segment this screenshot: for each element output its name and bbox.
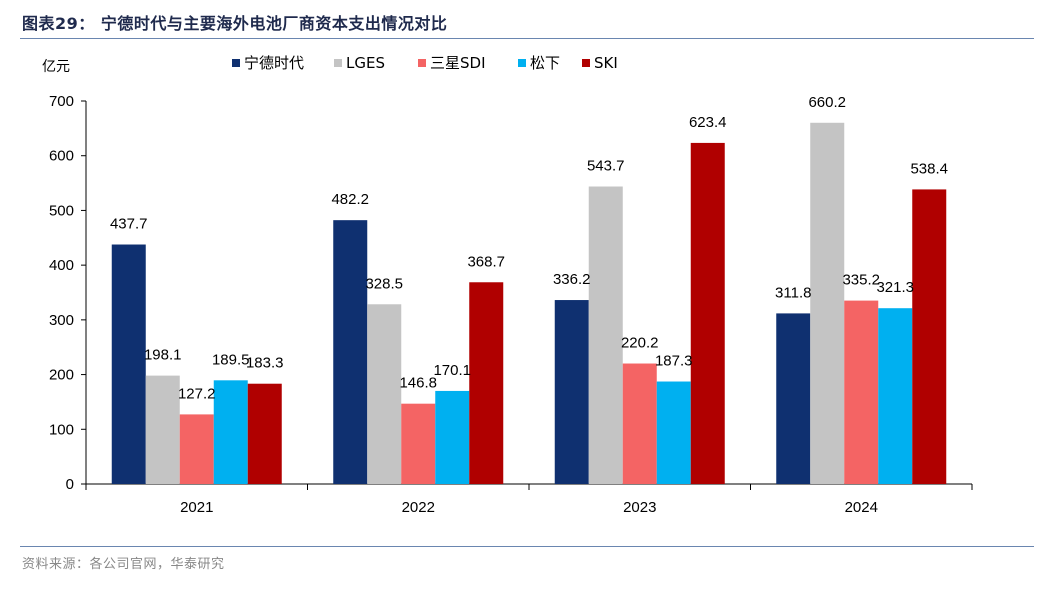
legend-swatch — [582, 59, 590, 67]
top-rule — [20, 38, 1034, 39]
data-label: 623.4 — [689, 114, 727, 131]
legend-swatch — [518, 59, 526, 67]
legend-swatch — [232, 59, 240, 67]
y-axis-unit: 亿元 — [42, 59, 70, 75]
data-label: 437.7 — [110, 216, 148, 233]
data-label: 127.2 — [178, 385, 216, 402]
source-note: 资料来源：各公司官网，华泰研究 — [22, 557, 225, 572]
data-label: 187.3 — [655, 353, 693, 370]
bar-2021-3 — [213, 380, 248, 484]
legend-swatch — [418, 59, 426, 67]
bar-2023-0 — [554, 300, 589, 484]
data-label: 336.2 — [553, 271, 591, 288]
y-tick-label: 600 — [49, 148, 74, 165]
bar-2023-1 — [588, 186, 623, 484]
bar-2024-3 — [878, 308, 913, 484]
y-tick-label: 500 — [49, 202, 74, 219]
data-label: 220.2 — [621, 335, 659, 352]
bar-2021-1 — [145, 375, 180, 484]
bar-2024-4 — [912, 189, 947, 485]
y-tick-label: 400 — [49, 257, 74, 274]
data-label: 543.7 — [587, 158, 625, 175]
bar-2023-4 — [690, 142, 725, 485]
figure-title: 图表29： 宁德时代与主要海外电池厂商资本支出情况对比 — [22, 14, 448, 33]
bar-2021-2 — [179, 414, 214, 484]
data-label: 328.5 — [365, 275, 403, 292]
legend-label: LGES — [346, 54, 385, 72]
bar-2022-2 — [401, 403, 436, 484]
bar-2023-3 — [656, 381, 691, 484]
bar-2023-2 — [622, 363, 657, 484]
data-label: 482.2 — [331, 191, 369, 208]
data-label: 321.3 — [876, 279, 914, 296]
data-label: 170.1 — [433, 362, 471, 379]
legend-label: 三星SDI — [430, 54, 486, 72]
x-tick-label: 2023 — [623, 499, 656, 516]
bar-2022-4 — [469, 282, 504, 484]
y-tick-label: 300 — [49, 312, 74, 329]
data-label: 183.3 — [246, 355, 284, 372]
bar-2024-1 — [810, 122, 845, 485]
x-tick-label: 2022 — [402, 499, 435, 516]
bar-2022-1 — [367, 304, 402, 484]
bottom-rule — [20, 546, 1034, 547]
y-tick-label: 700 — [49, 93, 74, 110]
data-label: 189.5 — [212, 351, 250, 368]
x-tick-label: 2021 — [180, 499, 213, 516]
y-tick-label: 100 — [49, 421, 74, 438]
data-label: 368.7 — [467, 253, 505, 270]
y-tick-label: 0 — [66, 476, 74, 493]
data-label: 146.8 — [399, 375, 437, 392]
bar-chart: 0 100 200 300 400 500 600 700 2021 2022 2023 2024 4… — [42, 54, 973, 516]
legend-label: 松下 — [530, 54, 560, 72]
data-label: 335.2 — [842, 272, 880, 289]
data-label: 538.4 — [910, 160, 948, 177]
chart-legend: 宁德时代 LGES 三星SDI 松下 SKI — [232, 54, 618, 72]
legend-swatch — [334, 59, 342, 67]
legend-label: SKI — [594, 54, 618, 72]
data-label: 660.2 — [808, 94, 846, 111]
bar-2021-0 — [111, 244, 146, 484]
y-tick-label: 200 — [49, 367, 74, 384]
chart-bars — [111, 122, 947, 485]
legend-label: 宁德时代 — [244, 54, 304, 72]
bar-2022-3 — [435, 390, 470, 484]
bar-2022-0 — [333, 220, 368, 484]
x-tick-label: 2024 — [845, 499, 878, 516]
data-label: 198.1 — [144, 347, 182, 364]
data-label: 311.8 — [775, 284, 811, 301]
bar-2021-4 — [247, 383, 282, 484]
bar-2024-0 — [776, 313, 811, 484]
bar-2024-2 — [844, 300, 879, 484]
